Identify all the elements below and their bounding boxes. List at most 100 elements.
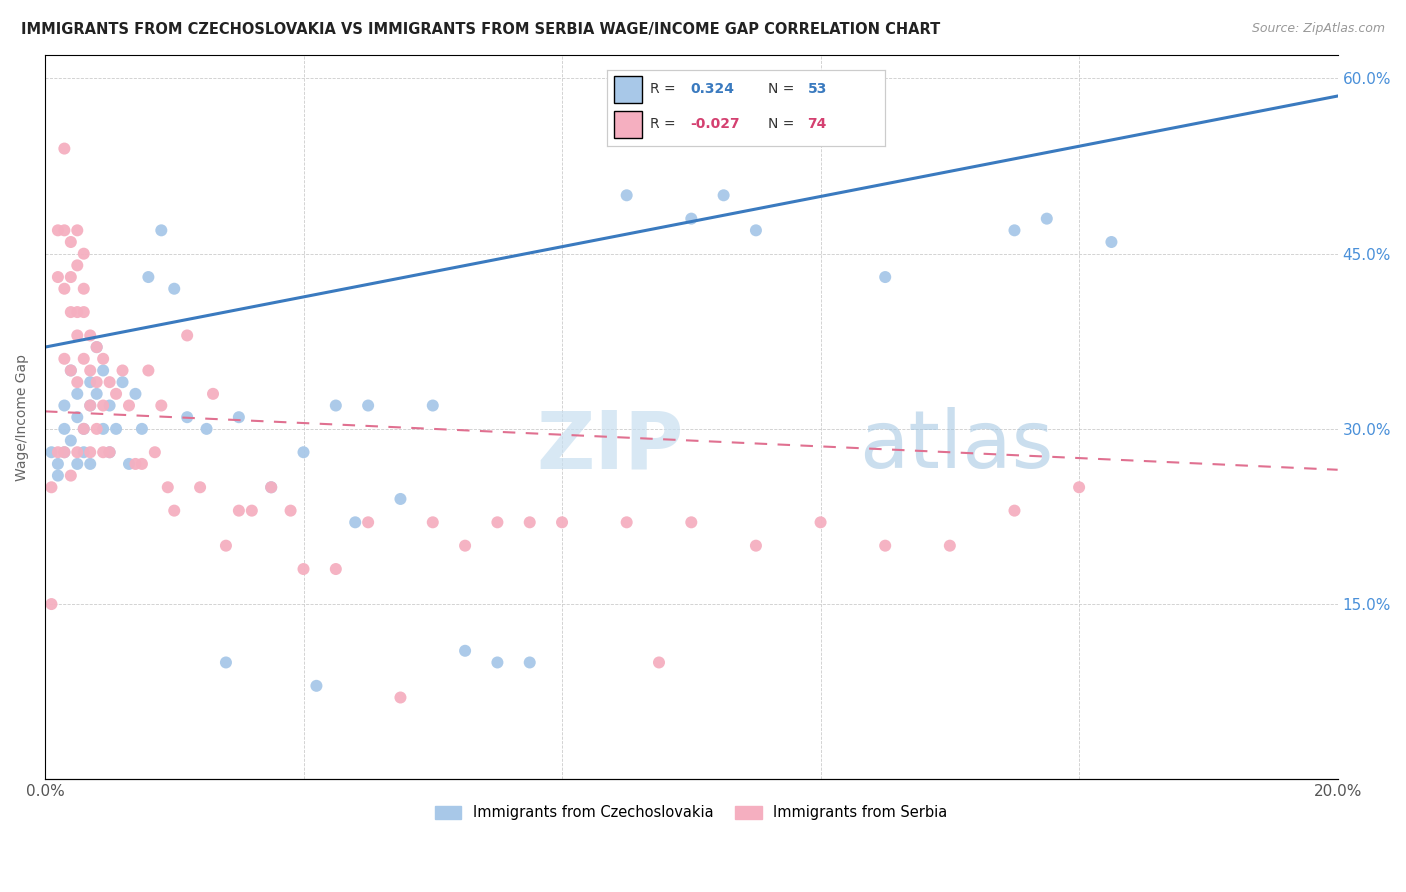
Point	[73, 445, 96, 459]
Point	[1004, 503, 1026, 517]
Point	[176, 328, 198, 343]
Point	[66, 223, 89, 237]
Point	[59, 434, 82, 448]
Point	[745, 539, 768, 553]
Point	[357, 399, 380, 413]
Point	[53, 282, 76, 296]
Point	[91, 422, 114, 436]
Point	[150, 399, 173, 413]
Point	[79, 399, 101, 413]
Point	[681, 211, 703, 226]
Point	[53, 445, 76, 459]
Point	[240, 503, 263, 517]
Point	[98, 399, 121, 413]
Point	[745, 223, 768, 237]
Point	[124, 387, 146, 401]
Point	[519, 516, 541, 530]
Point	[163, 282, 186, 296]
Point	[59, 468, 82, 483]
Point	[59, 270, 82, 285]
Point	[131, 457, 153, 471]
Point	[156, 480, 179, 494]
Point	[53, 351, 76, 366]
Point	[86, 387, 108, 401]
Text: Source: ZipAtlas.com: Source: ZipAtlas.com	[1251, 22, 1385, 36]
Point	[53, 445, 76, 459]
Point	[53, 422, 76, 436]
Point	[176, 410, 198, 425]
Point	[46, 457, 69, 471]
Point	[66, 445, 89, 459]
Point	[41, 445, 63, 459]
Point	[551, 516, 574, 530]
Point	[188, 480, 211, 494]
Point	[1069, 480, 1091, 494]
Point	[86, 340, 108, 354]
Point	[292, 562, 315, 576]
Point	[150, 223, 173, 237]
Point	[260, 480, 283, 494]
Point	[79, 363, 101, 377]
Point	[66, 258, 89, 272]
Point	[292, 445, 315, 459]
Point	[79, 457, 101, 471]
Point	[280, 503, 302, 517]
Point	[59, 305, 82, 319]
Point	[325, 562, 347, 576]
Point	[1036, 211, 1059, 226]
Point	[66, 410, 89, 425]
Point	[713, 188, 735, 202]
Y-axis label: Wage/Income Gap: Wage/Income Gap	[15, 354, 30, 481]
Point	[91, 399, 114, 413]
Point	[422, 516, 444, 530]
Point	[66, 328, 89, 343]
Point	[138, 270, 160, 285]
Point	[53, 399, 76, 413]
Point	[215, 539, 238, 553]
Point	[86, 340, 108, 354]
Point	[105, 422, 128, 436]
Point	[260, 480, 283, 494]
Point	[357, 516, 380, 530]
Point	[66, 375, 89, 389]
Point	[86, 375, 108, 389]
Point	[228, 503, 250, 517]
Point	[939, 539, 962, 553]
Point	[616, 516, 638, 530]
Point	[215, 656, 238, 670]
Point	[422, 399, 444, 413]
Point	[73, 422, 96, 436]
Point	[118, 399, 141, 413]
Point	[46, 270, 69, 285]
Point	[111, 363, 134, 377]
Point	[111, 375, 134, 389]
Point	[875, 539, 897, 553]
Point	[344, 516, 367, 530]
Point	[143, 445, 166, 459]
Point	[163, 503, 186, 517]
Point	[810, 516, 832, 530]
Point	[98, 445, 121, 459]
Point	[73, 246, 96, 260]
Point	[91, 363, 114, 377]
Point	[86, 422, 108, 436]
Point	[681, 516, 703, 530]
Point	[118, 457, 141, 471]
Text: atlas: atlas	[859, 407, 1053, 485]
Point	[389, 690, 412, 705]
Point	[648, 656, 671, 670]
Point	[138, 363, 160, 377]
Point	[131, 422, 153, 436]
Point	[66, 305, 89, 319]
Point	[73, 305, 96, 319]
Point	[486, 516, 509, 530]
Point	[53, 142, 76, 156]
Point	[98, 445, 121, 459]
Point	[59, 363, 82, 377]
Point	[98, 375, 121, 389]
Point	[79, 445, 101, 459]
Point	[616, 188, 638, 202]
Point	[59, 235, 82, 249]
Point	[53, 223, 76, 237]
Point	[73, 422, 96, 436]
